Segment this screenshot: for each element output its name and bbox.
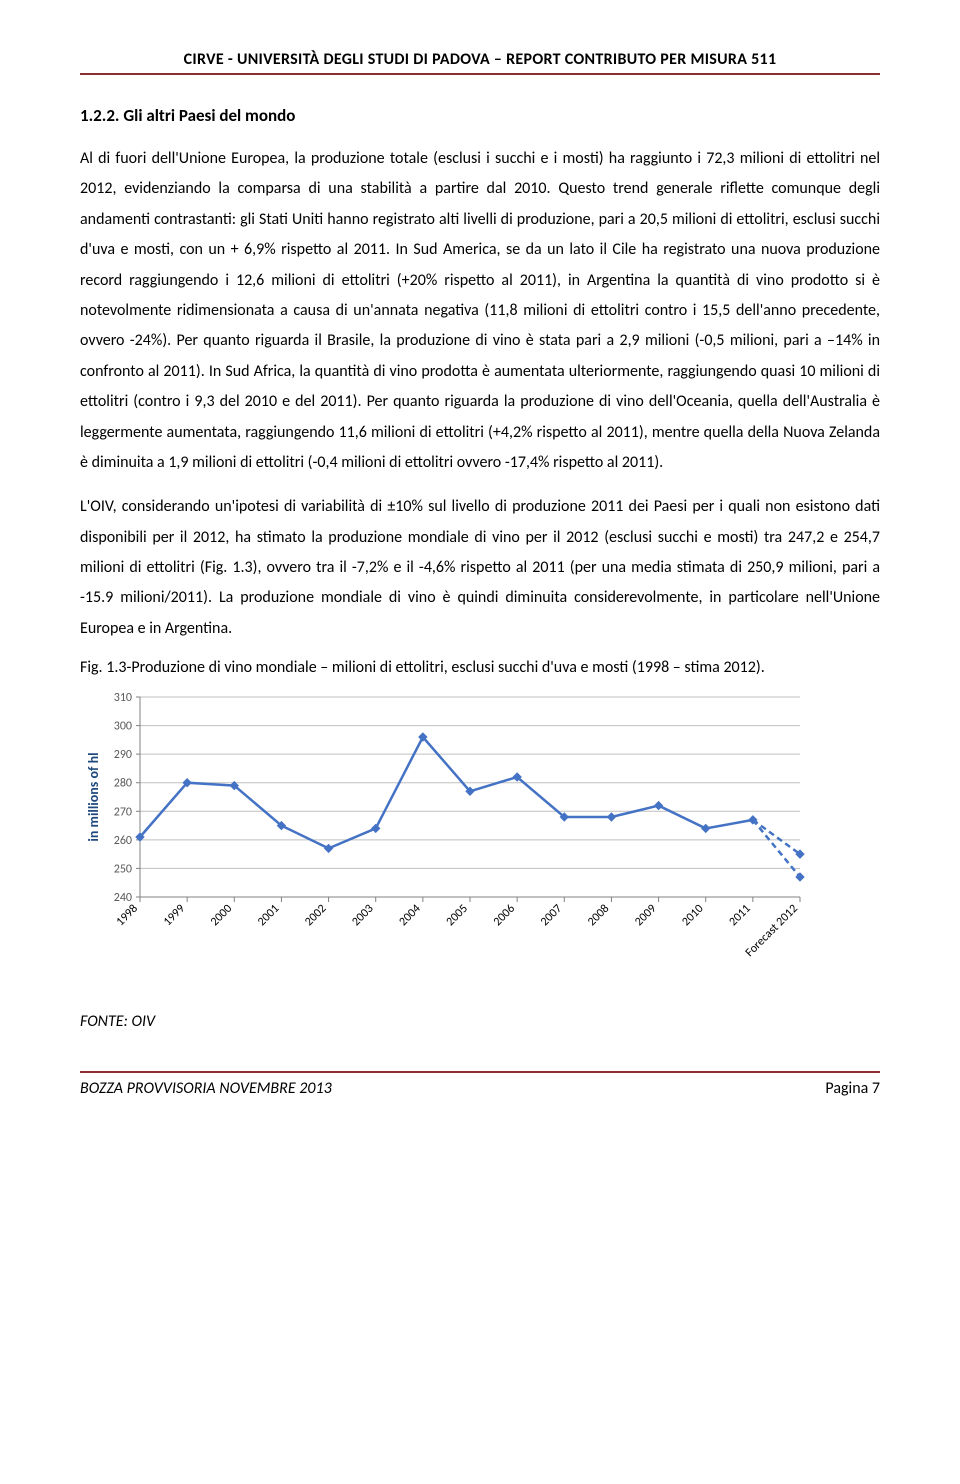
footer-right: Pagina 7 — [825, 1079, 880, 1098]
page-header: CIRVE - UNIVERSITÀ DEGLI STUDI DI PADOVA… — [80, 50, 880, 75]
svg-text:280: 280 — [114, 777, 132, 791]
svg-text:290: 290 — [114, 748, 132, 762]
svg-text:260: 260 — [114, 834, 132, 848]
figure-caption: Fig. 1.3-Produzione di vino mondiale – m… — [80, 658, 880, 677]
svg-text:310: 310 — [114, 691, 132, 705]
production-chart: 240250260270280290300310in millions of h… — [80, 687, 880, 982]
section-title: 1.2.2. Gli altri Paesi del mondo — [80, 105, 880, 126]
figure-source: FONTE: OIV — [80, 1012, 880, 1031]
svg-text:270: 270 — [114, 806, 132, 820]
section-number: 1.2.2. — [80, 105, 119, 126]
section-heading: Gli altri Paesi del mondo — [123, 105, 295, 126]
page-footer: BOZZA PROVVISORIA NOVEMBRE 2013 Pagina 7 — [80, 1071, 880, 1098]
svg-text:250: 250 — [114, 863, 132, 877]
svg-text:in millions of hl: in millions of hl — [85, 753, 102, 842]
footer-left: BOZZA PROVVISORIA NOVEMBRE 2013 — [80, 1079, 332, 1098]
svg-text:300: 300 — [114, 720, 132, 734]
paragraph-2: L'OIV, considerando un'ipotesi di variab… — [80, 492, 880, 644]
paragraph-1: Al di fuori dell'Unione Europea, la prod… — [80, 144, 880, 478]
